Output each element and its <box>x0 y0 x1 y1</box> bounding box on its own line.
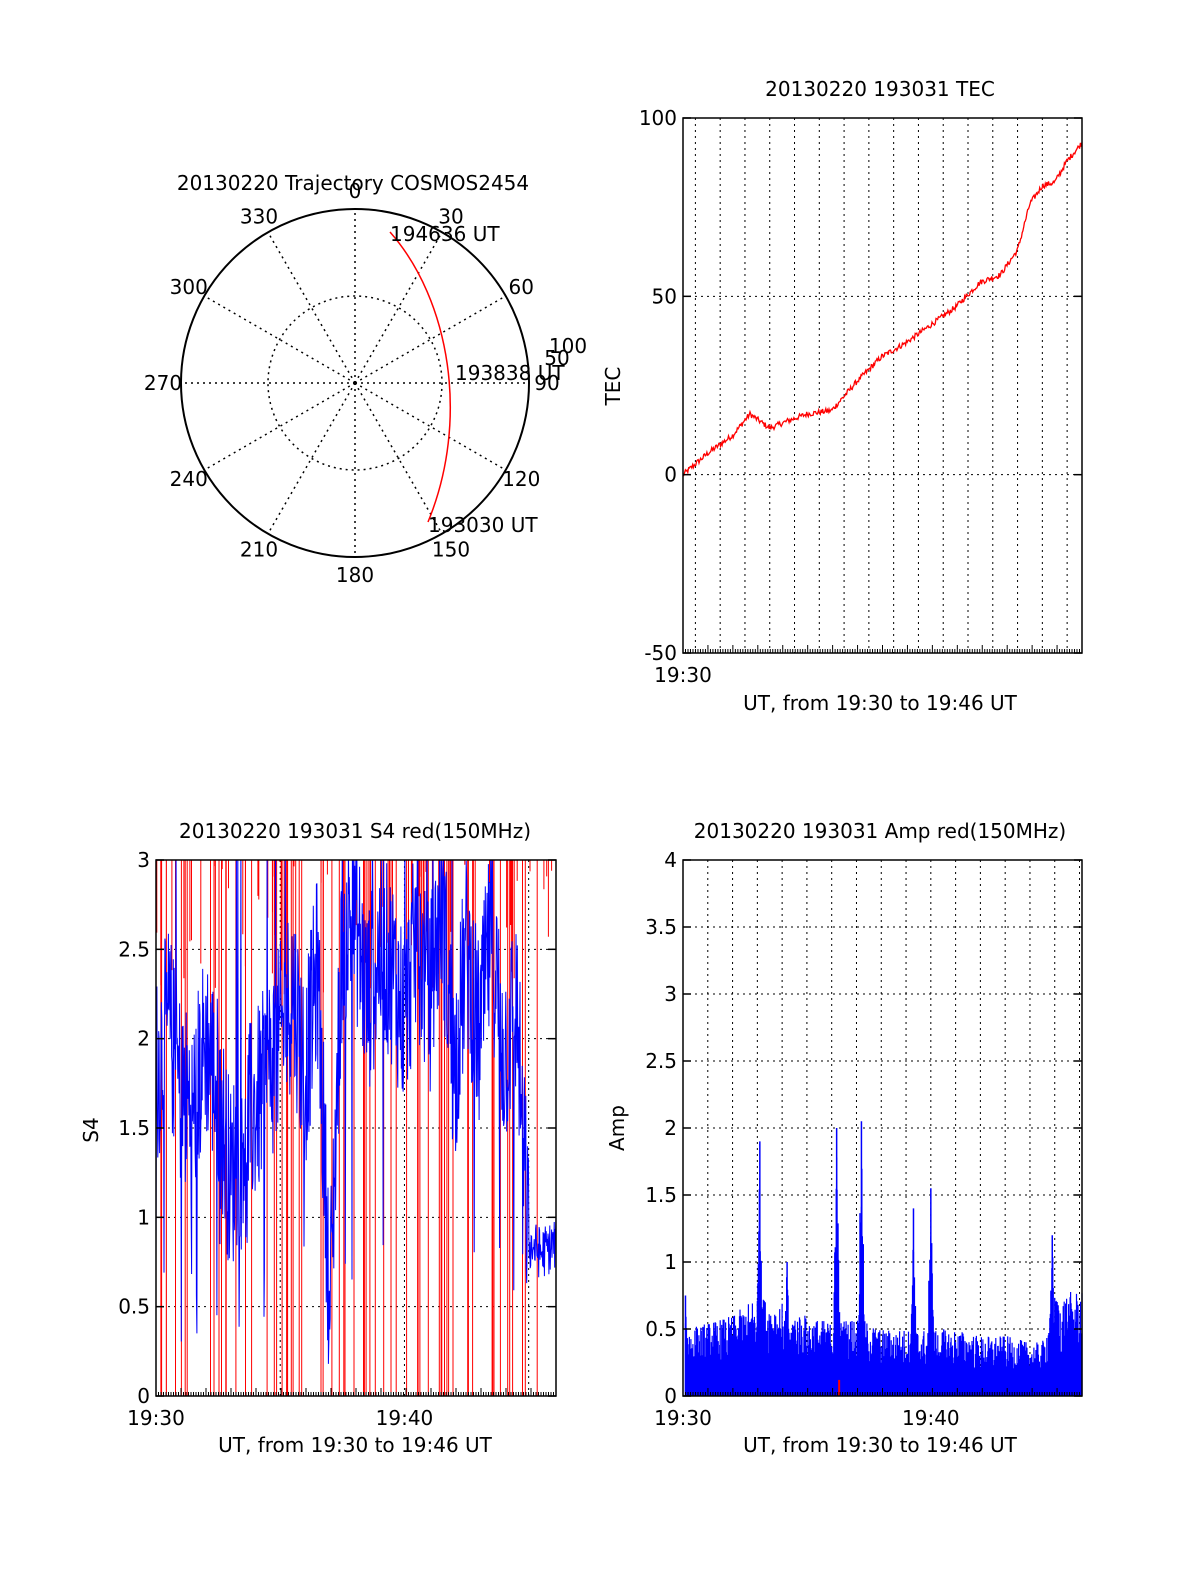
x-tick-label: 19:40 <box>902 1406 960 1430</box>
polar-angle-label: 180 <box>336 563 374 587</box>
s4-xlabel: UT, from 19:30 to 19:46 UT <box>218 1433 493 1457</box>
amp-ylabel: Amp <box>605 1105 629 1151</box>
polar-panel: 20130220 Trajectory COSMOS2454 0 30 60 90 12… <box>144 171 587 587</box>
polar-time-annotation: 194636 UT <box>390 222 500 246</box>
polar-spoke <box>354 295 507 384</box>
y-tick-label: 0 <box>664 1384 677 1408</box>
polar-angle-label: 270 <box>144 371 182 395</box>
polar-angle-label: 30 <box>438 205 463 229</box>
s4-ylabel: S4 <box>79 1117 103 1142</box>
polar-title: 20130220 Trajectory COSMOS2454 <box>177 171 529 195</box>
x-tick-label: 19:30 <box>127 1406 185 1430</box>
s4-blue-series-line <box>156 860 556 1364</box>
polar-inner-ring <box>267 295 443 471</box>
polar-trajectory-line <box>389 231 451 523</box>
tec-series-line <box>682 142 1083 477</box>
s4-clipped-area <box>156 860 556 1396</box>
y-tick-label: -50 <box>644 641 677 665</box>
amp-title: 20130220 193031 Amp red(150MHz) <box>694 819 1066 843</box>
y-tick-label: 0.5 <box>645 1317 677 1341</box>
y-tick-label: 3 <box>137 848 150 872</box>
tec-ylabel: TEC <box>601 367 625 407</box>
y-tick-label: 1.5 <box>645 1183 677 1207</box>
polar-spoke <box>267 382 356 535</box>
polar-grid <box>180 208 530 558</box>
amp-blue-bars <box>684 1157 1083 1396</box>
tec-panel: 20130220 193031 TEC -50 0 50 100 19:30 UT, f… <box>601 77 1083 715</box>
x-tick-label: 19:40 <box>376 1406 434 1430</box>
plot-frame <box>682 117 1083 654</box>
polar-spoke <box>203 295 356 384</box>
y-tick-label: 0.5 <box>118 1295 150 1319</box>
polar-radius-label: 50 <box>544 346 569 370</box>
y-tick-label: 3.5 <box>645 915 677 939</box>
y-tick-label: 0 <box>137 1384 150 1408</box>
amp-panel: 20130220 193031 Amp red(150MHz) 0 0.5 1 1.5… <box>605 819 1083 1457</box>
s4-panel: 20130220 193031 S4 red(150MHz) 0 0.5 1 1.5 2… <box>79 819 557 1457</box>
x-tick-label: 19:30 <box>654 1406 712 1430</box>
polar-angle-label: 330 <box>240 205 278 229</box>
polar-angle-label: 300 <box>170 275 208 299</box>
y-tick-label: 0 <box>664 463 677 487</box>
y-tick-label: 1 <box>664 1250 677 1274</box>
y-tick-label: 50 <box>652 284 677 308</box>
amp-plot: 0 0.5 1 1.5 2 2.5 3 3.5 4 19:30 19:40 <box>645 848 1083 1430</box>
polar-spoke <box>354 231 443 384</box>
x-tick-label: 19:30 <box>654 663 712 687</box>
s4-title: 20130220 193031 S4 red(150MHz) <box>179 819 531 843</box>
y-tick-label: 2 <box>664 1116 677 1140</box>
polar-angle-label: 120 <box>502 467 540 491</box>
polar-angle-label: 0 <box>349 179 362 203</box>
polar-spoke <box>354 382 443 535</box>
polar-spoke <box>354 382 507 471</box>
y-tick-label: 2.5 <box>118 937 150 961</box>
polar-angle-label: 210 <box>240 537 278 561</box>
polar-angle-label: 150 <box>432 537 470 561</box>
y-tick-label: 100 <box>639 106 677 130</box>
y-tick-label: 1 <box>137 1205 150 1229</box>
tec-xlabel: UT, from 19:30 to 19:46 UT <box>743 691 1018 715</box>
s4-plot: 0 0.5 1 1.5 2 2.5 3 19:30 19:40 <box>118 848 557 1430</box>
polar-outer-ring <box>180 208 530 558</box>
y-tick-label: 1.5 <box>118 1116 150 1140</box>
polar-angle-label: 90 <box>534 371 559 395</box>
amp-xlabel: UT, from 19:30 to 19:46 UT <box>743 1433 1018 1457</box>
polar-spoke <box>267 231 356 384</box>
polar-spoke <box>203 382 356 471</box>
polar-time-annotation: 193838 UT <box>455 361 565 385</box>
polar-time-annotation: 193030 UT <box>428 513 538 537</box>
y-tick-label: 3 <box>664 982 677 1006</box>
y-tick-label: 4 <box>664 848 677 872</box>
polar-angle-label: 60 <box>509 275 534 299</box>
polar-series <box>389 231 451 523</box>
tec-plot: -50 0 50 100 19:30 <box>639 106 1083 687</box>
tec-title: 20130220 193031 TEC <box>765 77 995 101</box>
y-tick-label: 2.5 <box>645 1049 677 1073</box>
y-tick-label: 2 <box>137 1027 150 1051</box>
polar-angle-label: 240 <box>170 467 208 491</box>
polar-radius-label: 100 <box>549 334 587 358</box>
